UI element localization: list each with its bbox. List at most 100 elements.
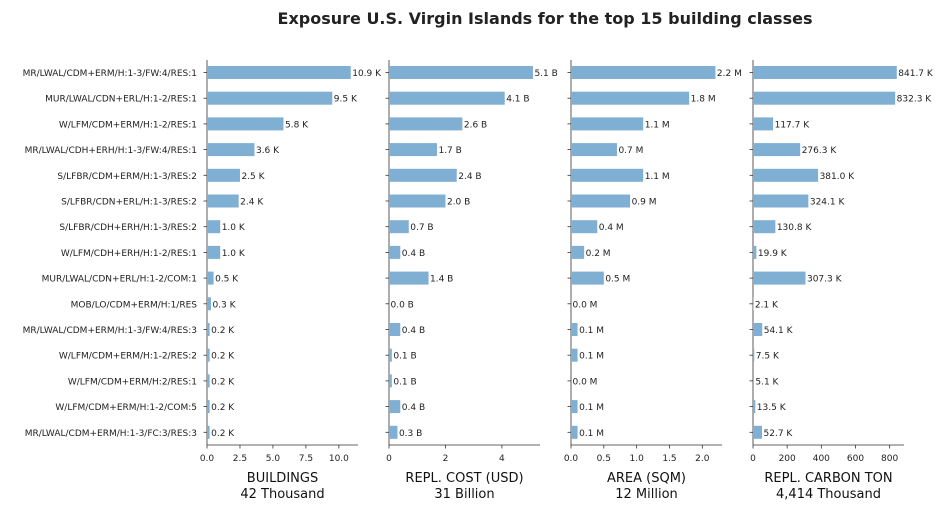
chart-title: Exposure U.S. Virgin Islands for the top… xyxy=(278,9,813,28)
bar xyxy=(207,349,210,362)
category-label: MR/LWAL/CDM+ERM/H:1-3/FW:4/RES:3 xyxy=(23,326,197,336)
bar xyxy=(389,117,462,130)
category-label: MR/LWAL/CDM+ERM/H:1-3/FC:3/RES:3 xyxy=(25,429,197,439)
bar xyxy=(389,400,400,413)
bar xyxy=(207,400,210,413)
bar xyxy=(389,92,505,105)
x-axis-label: BUILDINGS xyxy=(247,471,318,486)
x-tick-label: 4 xyxy=(499,454,505,464)
x-tick-label: 7.5 xyxy=(299,454,313,464)
bar-value-label: 2.1 K xyxy=(755,300,779,310)
bar-value-label: 0.2 K xyxy=(211,403,235,413)
bar-value-label: 0.1 M xyxy=(579,326,604,336)
bar xyxy=(571,400,578,413)
x-axis-label: REPL. CARBON TON xyxy=(764,471,892,486)
bar xyxy=(207,66,351,79)
bar-value-label: 324.1 K xyxy=(810,198,846,208)
bar-value-label: 1.1 M xyxy=(645,172,670,182)
bar-value-label: 130.8 K xyxy=(777,223,813,233)
bar-value-label: 0.4 B xyxy=(402,326,425,336)
bar-value-label: 54.1 K xyxy=(764,326,794,336)
bar-value-label: 1.4 B xyxy=(430,275,453,285)
bar-value-label: 0.3 K xyxy=(212,300,236,310)
bar xyxy=(571,92,689,105)
bar xyxy=(389,220,409,233)
bar xyxy=(571,195,630,208)
bar xyxy=(753,272,805,285)
bar-value-label: 307.3 K xyxy=(807,275,843,285)
bar-value-label: 1.7 B xyxy=(438,146,461,156)
bar xyxy=(389,374,392,387)
x-tick-label: 0 xyxy=(750,454,756,464)
category-label: W/LFM/CDM+ERM/H:1-2/COM:5 xyxy=(55,403,197,413)
category-label: W/LFM/CDM+ERM/H:2/RES:1 xyxy=(68,377,197,387)
bar xyxy=(207,220,220,233)
bar-value-label: 276.3 K xyxy=(802,146,838,156)
bar-value-label: 5.8 K xyxy=(285,120,309,130)
bar-value-label: 0.3 B xyxy=(399,429,422,439)
bar-value-label: 5.1 K xyxy=(755,377,779,387)
panel-total: 31 Billion xyxy=(434,487,494,502)
x-tick-label: 0.0 xyxy=(564,454,579,464)
x-tick-label: 600 xyxy=(847,454,864,464)
category-label: S/LFBR/CDH+ERH/H:1-3/RES:2 xyxy=(59,223,197,233)
bar xyxy=(753,117,773,130)
bar xyxy=(753,143,800,156)
bar xyxy=(389,426,397,439)
x-tick-label: 0.0 xyxy=(200,454,215,464)
category-label: W/LFM/CDM+ERM/H:1-2/RES:1 xyxy=(59,120,197,130)
bar xyxy=(389,66,533,79)
bar xyxy=(389,169,457,182)
bar xyxy=(207,272,214,285)
bar-value-label: 2.2 M xyxy=(717,69,742,79)
category-label: S/LFBR/CDN+ERL/H:1-3/RES:2 xyxy=(61,198,197,208)
bar-value-label: 1.1 M xyxy=(645,120,670,130)
bar xyxy=(207,195,239,208)
bar xyxy=(571,349,578,362)
bar xyxy=(753,323,762,336)
bar-value-label: 9.5 K xyxy=(334,95,358,105)
bar-value-label: 13.5 K xyxy=(757,403,787,413)
bar-value-label: 0.1 B xyxy=(393,377,416,387)
x-tick-label: 2 xyxy=(443,454,449,464)
bar-value-label: 0.2 K xyxy=(211,377,235,387)
bar-value-label: 2.4 B xyxy=(458,172,481,182)
bar-value-label: 0.4 M xyxy=(599,223,624,233)
x-tick-label: 5.0 xyxy=(266,454,281,464)
bar xyxy=(753,169,818,182)
bar xyxy=(571,323,578,336)
bar-value-label: 1.8 M xyxy=(691,95,716,105)
bar-value-label: 0.5 K xyxy=(215,275,239,285)
x-tick-label: 0.5 xyxy=(597,454,611,464)
x-axis-label: REPL. COST (USD) xyxy=(405,471,523,486)
bar-value-label: 0.4 B xyxy=(402,403,425,413)
bar xyxy=(753,246,756,259)
bar-value-label: 52.7 K xyxy=(764,429,794,439)
bar-value-label: 2.4 K xyxy=(240,198,264,208)
panel-total: 4,414 Thousand xyxy=(776,487,881,502)
panel-total: 42 Thousand xyxy=(240,487,324,502)
bar xyxy=(571,272,604,285)
bar-value-label: 1.0 K xyxy=(222,249,246,259)
bar xyxy=(207,297,211,310)
bar xyxy=(571,66,715,79)
bar xyxy=(389,323,400,336)
bar xyxy=(571,426,578,439)
bar xyxy=(207,92,332,105)
bar-value-label: 0.2 K xyxy=(211,326,235,336)
bar xyxy=(389,272,429,285)
bar-value-label: 0.1 B xyxy=(393,352,416,362)
bar-value-label: 19.9 K xyxy=(758,249,788,259)
bar xyxy=(571,220,597,233)
category-label: MUR/LWAL/CDN+ERL/H:1-2/RES:1 xyxy=(45,95,197,105)
category-label: W/LFM/CDH+ERH/H:1-2/RES:1 xyxy=(61,249,197,259)
bar xyxy=(753,195,808,208)
bar xyxy=(753,66,897,79)
bar-value-label: 0.4 B xyxy=(402,249,425,259)
bar-value-label: 841.7 K xyxy=(898,69,934,79)
bar-value-label: 0.0 M xyxy=(573,300,598,310)
category-label: W/LFM/CDM+ERM/H:1-2/RES:2 xyxy=(59,352,197,362)
bar xyxy=(571,246,584,259)
category-label: MOB/LO/CDM+ERM/H:1/RES xyxy=(71,300,198,310)
